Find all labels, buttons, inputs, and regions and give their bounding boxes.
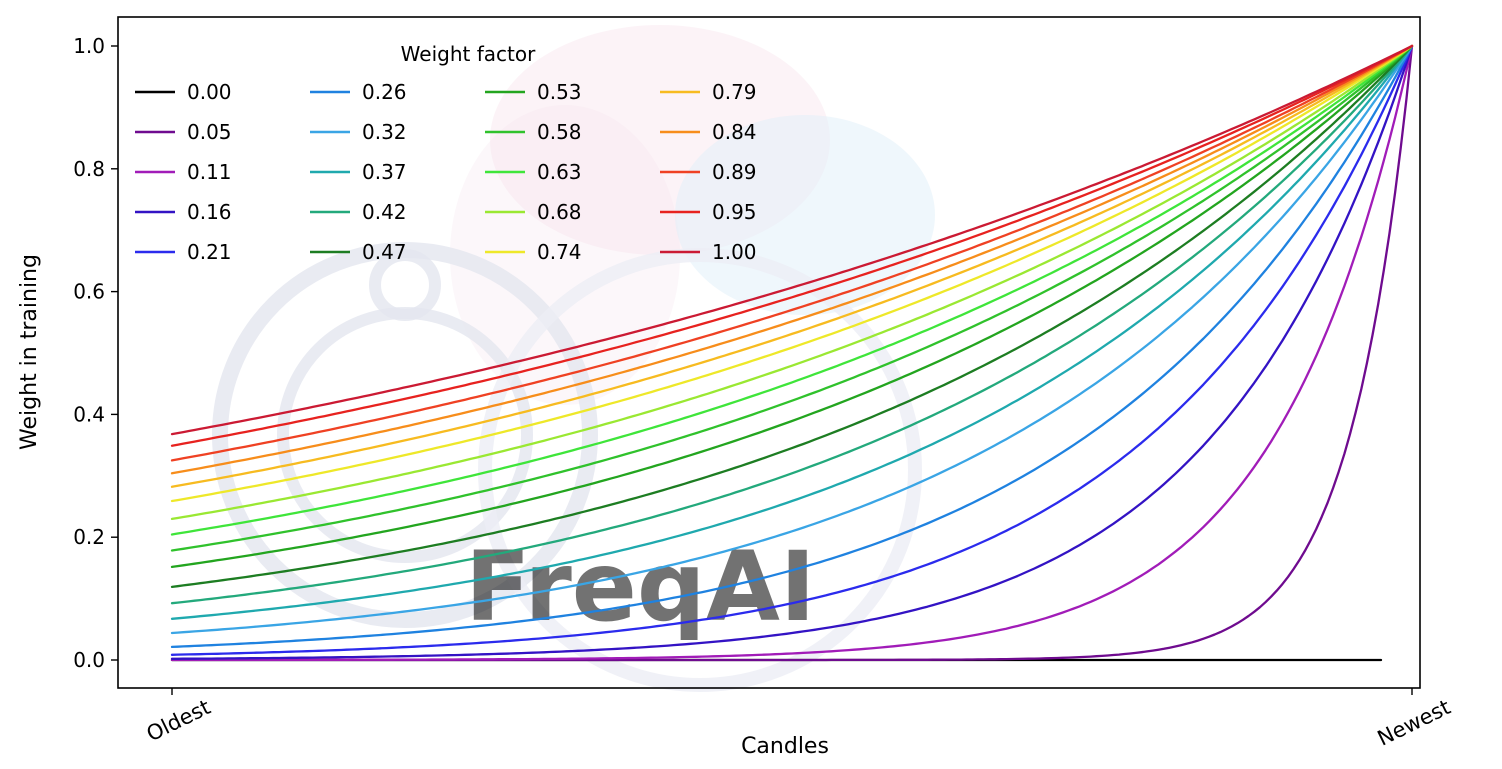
curve-0.11 <box>170 44 1414 662</box>
x-tick-label: Oldest <box>143 695 214 746</box>
legend-label-0.11: 0.11 <box>187 160 232 184</box>
curve-0.26 <box>170 44 1414 649</box>
curve-0.74 <box>170 44 1414 503</box>
y-tick-label: 0.2 <box>73 525 105 549</box>
curve-0.16 <box>170 44 1414 660</box>
curve-0.32 <box>170 44 1414 635</box>
curve-0.89 <box>170 44 1414 462</box>
legend-label-0.58: 0.58 <box>537 120 582 144</box>
legend-label-0.42: 0.42 <box>362 200 407 224</box>
curve-0.21 <box>170 44 1414 656</box>
legend-label-0.47: 0.47 <box>362 240 407 264</box>
legend-label-0.79: 0.79 <box>712 80 757 104</box>
legend-label-0.26: 0.26 <box>362 80 407 104</box>
curve-0.95 <box>170 44 1414 447</box>
legend-label-0.95: 0.95 <box>712 200 757 224</box>
legend-label-0.84: 0.84 <box>712 120 757 144</box>
legend-label-1.00: 1.00 <box>712 240 757 264</box>
legend-label-0.74: 0.74 <box>537 240 582 264</box>
legend-label-0.53: 0.53 <box>537 80 582 104</box>
x-axis-label: Candles <box>741 734 829 759</box>
legend-label-0.32: 0.32 <box>362 120 407 144</box>
x-tick-label: Newest <box>1374 695 1455 751</box>
y-tick-label: 0.4 <box>73 402 105 426</box>
legend-label-0.68: 0.68 <box>537 200 582 224</box>
plot-frame <box>117 16 1421 689</box>
y-axis-label: Weight in training <box>17 254 42 450</box>
legend-label-0.21: 0.21 <box>187 240 232 264</box>
curve-0.05 <box>170 44 1414 662</box>
curve-0.47 <box>170 44 1414 589</box>
y-tick-label: 0.6 <box>73 280 105 304</box>
legend-items: 0.00 0.05 0.11 0.16 0.21 0.26 0.32 0.37 0.42 0.47… <box>135 80 757 264</box>
watermark-text: FreqAI <box>465 531 816 643</box>
curves-layer <box>170 44 1414 662</box>
legend-label-0.89: 0.89 <box>712 160 757 184</box>
legend-title: Weight factor <box>401 42 536 66</box>
curve-0.84 <box>170 44 1414 475</box>
y-tick-label: 1.0 <box>73 34 105 58</box>
curve-0.53 <box>170 44 1414 569</box>
watermark-logo-outer-circle <box>212 242 598 628</box>
curve-0.68 <box>170 44 1414 521</box>
curve-1.00 <box>170 44 1414 436</box>
curve-0.63 <box>170 44 1414 536</box>
legend-label-0.63: 0.63 <box>537 160 582 184</box>
watermark-logo-knob <box>369 249 441 321</box>
legend: Weight factor 0.000.050.110.160.210.260.… <box>135 42 757 264</box>
y-tick-label: 0.0 <box>73 648 105 672</box>
legend-label-0.16: 0.16 <box>187 200 232 224</box>
y-tick-label: 0.8 <box>73 157 105 181</box>
curve-0.37 <box>170 44 1414 620</box>
legend-label-0.37: 0.37 <box>362 160 407 184</box>
curve-0.42 <box>170 44 1414 605</box>
curve-0.58 <box>170 44 1414 552</box>
curve-0.79 <box>170 44 1414 488</box>
legend-label-0.00: 0.00 <box>187 80 232 104</box>
legend-label-0.05: 0.05 <box>187 120 232 144</box>
